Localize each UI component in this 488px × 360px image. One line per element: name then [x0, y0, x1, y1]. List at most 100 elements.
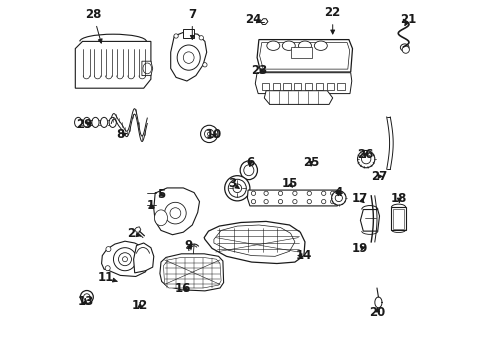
Ellipse shape — [122, 257, 127, 262]
Ellipse shape — [251, 199, 255, 204]
Ellipse shape — [251, 191, 255, 195]
Ellipse shape — [282, 41, 295, 50]
Polygon shape — [360, 210, 379, 231]
Text: 2: 2 — [127, 227, 141, 240]
Polygon shape — [260, 19, 267, 24]
Ellipse shape — [292, 191, 296, 195]
Ellipse shape — [204, 129, 213, 139]
Ellipse shape — [264, 199, 268, 204]
Ellipse shape — [361, 154, 370, 164]
Ellipse shape — [240, 161, 257, 180]
Polygon shape — [257, 40, 352, 72]
Bar — [294, 83, 301, 90]
Ellipse shape — [321, 199, 325, 204]
Ellipse shape — [170, 208, 181, 219]
Ellipse shape — [203, 63, 206, 67]
Bar — [315, 83, 322, 90]
Ellipse shape — [164, 202, 186, 224]
Ellipse shape — [113, 248, 136, 271]
Ellipse shape — [278, 191, 282, 195]
Bar — [305, 83, 311, 90]
Polygon shape — [170, 32, 206, 81]
Polygon shape — [153, 188, 199, 235]
Polygon shape — [75, 41, 151, 88]
Ellipse shape — [174, 34, 178, 38]
Ellipse shape — [330, 191, 334, 195]
Text: 13: 13 — [77, 295, 93, 308]
Ellipse shape — [200, 125, 218, 143]
Ellipse shape — [118, 253, 131, 266]
Ellipse shape — [144, 248, 149, 253]
Ellipse shape — [232, 184, 241, 193]
Ellipse shape — [321, 191, 325, 195]
Bar — [183, 29, 194, 38]
Polygon shape — [142, 61, 152, 76]
Text: 10: 10 — [205, 129, 222, 141]
Ellipse shape — [401, 46, 408, 53]
Polygon shape — [255, 73, 351, 94]
Ellipse shape — [335, 194, 342, 202]
Polygon shape — [163, 257, 221, 288]
Text: 21: 21 — [399, 13, 416, 26]
Ellipse shape — [278, 199, 282, 204]
Text: 27: 27 — [370, 170, 387, 183]
Polygon shape — [133, 243, 153, 273]
Text: 8: 8 — [116, 129, 127, 141]
Text: 12: 12 — [132, 299, 148, 312]
Text: 6: 6 — [245, 156, 253, 169]
Polygon shape — [264, 91, 332, 104]
Polygon shape — [247, 190, 339, 206]
Ellipse shape — [264, 191, 268, 195]
Ellipse shape — [314, 41, 326, 50]
Text: 17: 17 — [351, 192, 367, 205]
Polygon shape — [259, 42, 349, 69]
Bar — [392, 209, 404, 229]
Text: 19: 19 — [351, 242, 367, 255]
Polygon shape — [213, 225, 294, 256]
Ellipse shape — [330, 199, 334, 204]
Ellipse shape — [83, 294, 90, 300]
Bar — [337, 83, 344, 90]
Ellipse shape — [142, 63, 151, 74]
Text: 16: 16 — [174, 282, 190, 294]
Ellipse shape — [101, 117, 107, 127]
Ellipse shape — [298, 41, 311, 50]
Bar — [261, 83, 268, 90]
Ellipse shape — [154, 210, 167, 226]
Text: 22: 22 — [324, 6, 340, 34]
Ellipse shape — [266, 41, 279, 50]
Ellipse shape — [292, 199, 296, 204]
Text: 23: 23 — [250, 64, 266, 77]
Text: 26: 26 — [356, 148, 372, 161]
Ellipse shape — [177, 45, 200, 70]
Text: 3: 3 — [227, 177, 239, 190]
Bar — [283, 83, 290, 90]
Text: 24: 24 — [245, 13, 261, 26]
Ellipse shape — [142, 266, 146, 271]
Ellipse shape — [244, 165, 253, 176]
Text: 29: 29 — [76, 118, 92, 131]
Text: 18: 18 — [390, 192, 407, 205]
Polygon shape — [204, 221, 305, 264]
Ellipse shape — [331, 191, 346, 205]
Ellipse shape — [357, 150, 374, 168]
Polygon shape — [134, 227, 141, 232]
Text: 5: 5 — [157, 188, 165, 201]
Ellipse shape — [183, 52, 194, 63]
Text: 7: 7 — [188, 8, 196, 39]
Polygon shape — [160, 254, 223, 291]
Bar — [326, 83, 333, 90]
Ellipse shape — [106, 247, 111, 252]
Bar — [390, 207, 405, 230]
Text: 4: 4 — [333, 186, 342, 199]
Ellipse shape — [105, 266, 110, 271]
Text: 11: 11 — [98, 271, 117, 284]
Bar — [272, 83, 279, 90]
Text: 28: 28 — [85, 8, 102, 43]
Ellipse shape — [207, 132, 211, 136]
Ellipse shape — [306, 199, 311, 204]
Ellipse shape — [109, 117, 116, 127]
Text: 14: 14 — [295, 249, 311, 262]
Polygon shape — [102, 241, 149, 276]
Text: 1: 1 — [146, 199, 155, 212]
